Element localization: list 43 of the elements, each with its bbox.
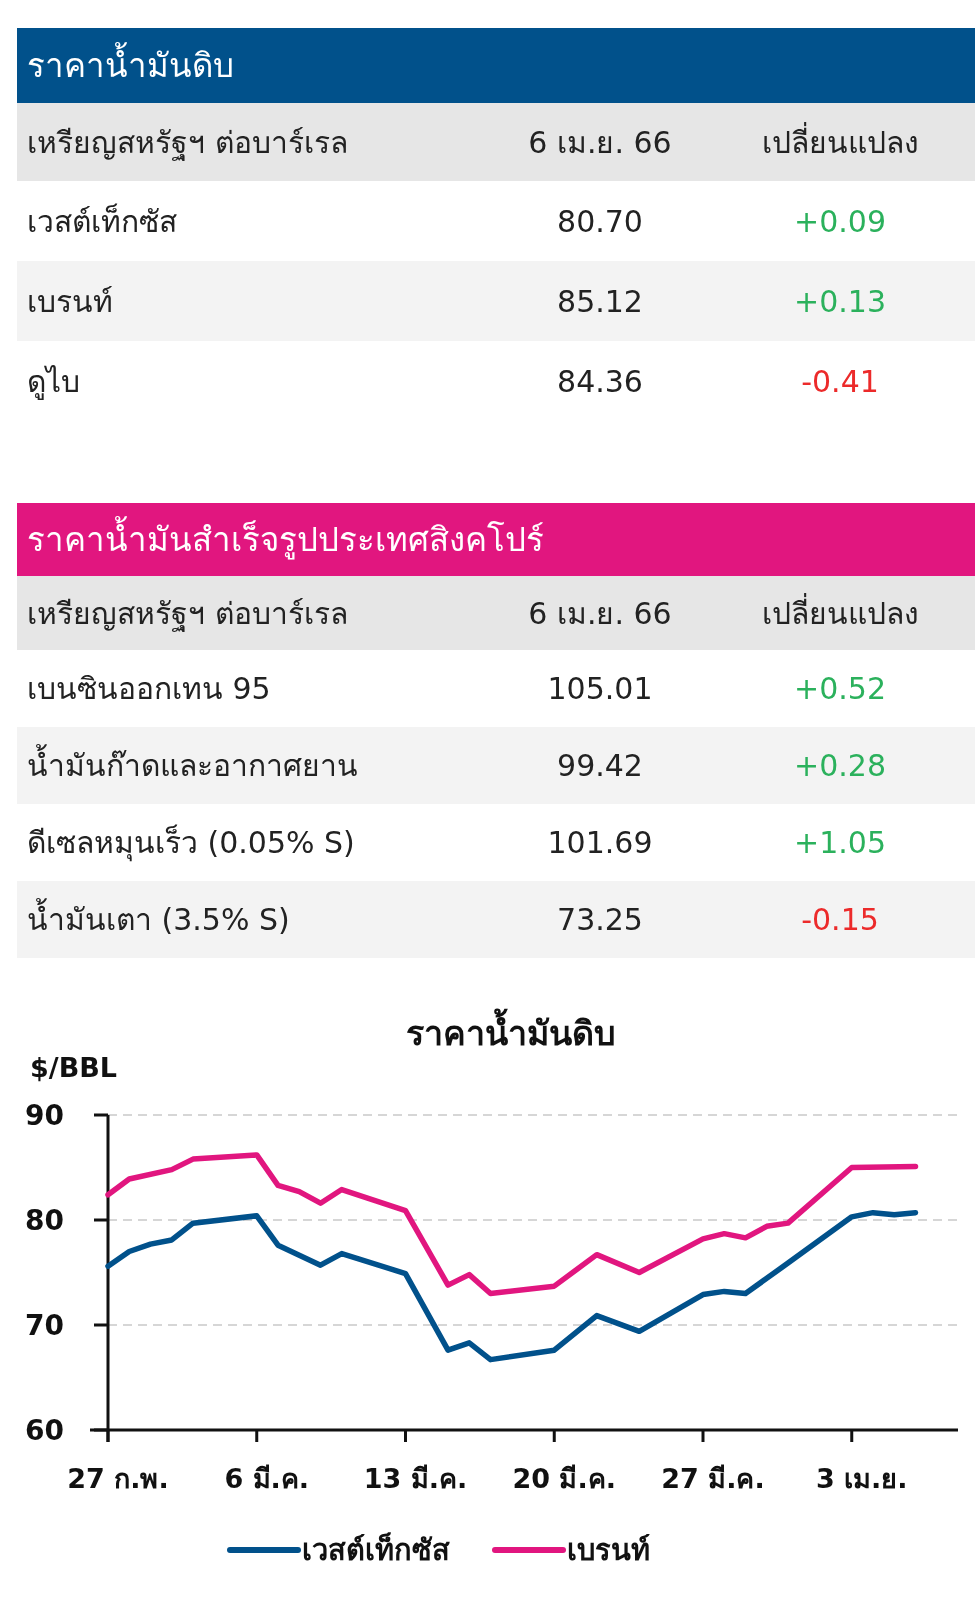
x-tick-label: 6 มี.ค. <box>224 1463 310 1494</box>
data-label: 85.12 <box>557 283 643 319</box>
y-tick-label: 80 <box>25 1203 64 1237</box>
y-tick-label: 90 <box>25 1098 64 1132</box>
category-label: น้ำมันเตา (3.5% S) <box>27 898 290 937</box>
y-tick-label: 70 <box>25 1308 64 1342</box>
data-label: 101.69 <box>547 825 653 860</box>
data-label: 73.25 <box>557 902 643 937</box>
category-label: เบนซินออกเทน 95 <box>27 671 271 706</box>
y-axis-title: $/BBL <box>30 1052 118 1083</box>
data-label: +1.05 <box>794 825 886 860</box>
text: เหรียญสหรัฐฯ ต่อบาร์เรล <box>27 595 348 632</box>
x-tick-label: 27 มี.ค. <box>661 1463 765 1494</box>
x-tick-label: 27 ก.พ. <box>67 1463 169 1494</box>
data-label: 105.01 <box>547 671 653 706</box>
data-label: 99.42 <box>557 748 643 783</box>
data-label: 84.36 <box>557 363 643 399</box>
x-tick-label: 3 เม.ย. <box>815 1463 908 1494</box>
data-label: +0.28 <box>794 748 886 783</box>
chart-title: ราคาน้ำมันดิบ <box>406 1008 616 1053</box>
text: ราคาน้ำมันดิบ <box>27 42 234 85</box>
text: เปลี่ยนแปลง <box>761 592 919 631</box>
text: 6 เม.ย. 66 <box>528 595 672 631</box>
data-label: +0.13 <box>794 283 886 319</box>
category-label: ดีเซลหมุนเร็ว (0.05% S) <box>27 824 355 862</box>
category-label: ดูไบ <box>27 363 80 400</box>
text: เหรียญสหรัฐฯ ต่อบาร์เรล <box>27 124 348 161</box>
legend-label: เวสต์เท็กซัส <box>302 1532 450 1567</box>
category-label: เบรนท์ <box>27 283 113 319</box>
x-tick-label: 13 มี.ค. <box>363 1463 468 1494</box>
data-label: -0.15 <box>801 902 879 937</box>
data-label: +0.52 <box>794 671 886 706</box>
data-label: -0.41 <box>801 363 879 399</box>
category-label: น้ำมันก๊าดและอากาศยาน <box>27 744 358 783</box>
text: ราคาน้ำมันสำเร็จรูปประเทศสิงคโปร์ <box>27 516 544 560</box>
category-label: เวสต์เท็กซัส <box>27 202 177 239</box>
data-label: +0.09 <box>794 203 886 239</box>
x-tick-label: 20 มี.ค. <box>512 1463 616 1494</box>
y-tick-label: 60 <box>25 1413 64 1447</box>
text: 6 เม.ย. 66 <box>528 124 672 160</box>
legend-label: เบรนท์ <box>567 1533 650 1567</box>
text: เปลี่ยนแปลง <box>761 121 919 160</box>
data-label: 80.70 <box>557 203 643 239</box>
